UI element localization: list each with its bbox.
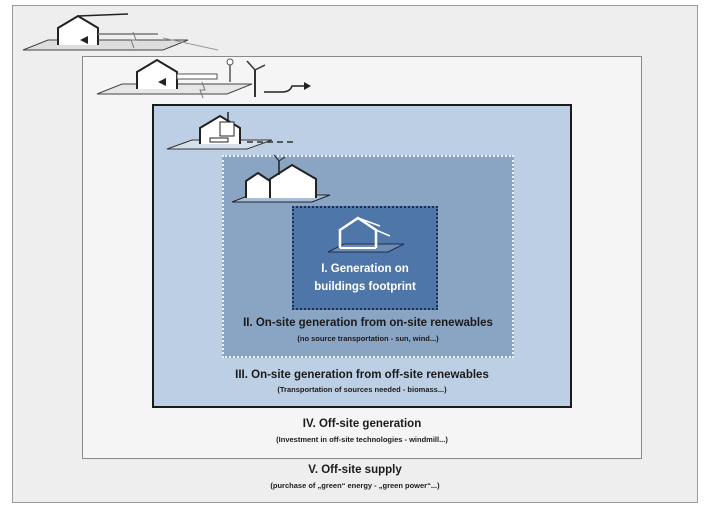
- level-3-subtitle: (Transportation of sources needed - biom…: [277, 385, 447, 394]
- level-1-title-line2: buildings footprint: [314, 281, 416, 293]
- level-4-title: IV. Off-site generation: [302, 418, 422, 430]
- houses-wind-icon: [231, 154, 331, 203]
- level-3-title: III. On-site generation from off-site re…: [235, 369, 489, 381]
- house-footprint-icon: [327, 216, 405, 253]
- level-5-title: V. Off-site supply: [308, 464, 402, 476]
- level-2-subtitle: (no source transportation - sun, wind...…: [297, 334, 439, 343]
- level-5-subtitle: (purchase of „green“ energy - „green pow…: [270, 481, 440, 490]
- house-grid-icon: [22, 13, 219, 51]
- level-2-title: II. On-site generation from on-site rene…: [243, 317, 493, 329]
- house-biomass-icon: [166, 112, 297, 150]
- level-1-title-line1: I. Generation on: [321, 263, 409, 275]
- level-4-subtitle: (Investment in off-site technologies - w…: [276, 435, 448, 444]
- house-windmill-icon: [96, 58, 311, 99]
